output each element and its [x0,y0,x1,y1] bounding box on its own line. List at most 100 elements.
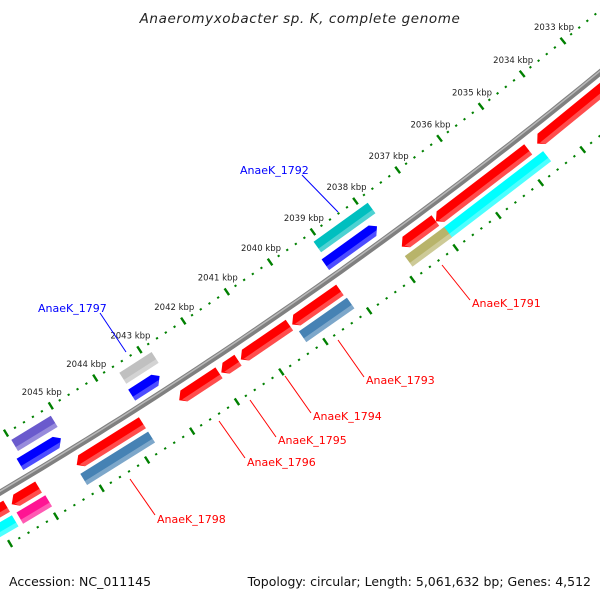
gene-body [441,151,552,240]
minor-tick [251,272,255,276]
gene-label-1791[interactable]: AnaeK_1791 [472,297,541,310]
gene-shading [224,361,242,374]
gene-feature [80,431,155,485]
minor-tick [463,117,466,121]
gene-feature [441,151,552,240]
minor-tick [319,224,323,228]
gene-shading [438,151,533,222]
gene-shading [318,209,376,253]
gene-shading [446,157,552,240]
minor-tick [91,492,95,496]
minor-tick [471,233,475,237]
minor-tick [302,236,306,240]
gene-label-1792[interactable]: AnaeK_1792 [240,164,309,177]
gene-shading [0,507,10,518]
gene-feature [128,374,160,401]
gene-label-1796[interactable]: AnaeK_1796 [247,456,316,469]
minor-tick [36,525,40,529]
major-tick [352,197,359,206]
gene-feature [404,227,452,267]
minor-tick [40,409,44,413]
minor-tick [496,91,500,95]
gene-body [313,202,376,253]
gene-body [16,436,61,470]
minor-tick [164,331,168,334]
ruler: 2033 kbp 2034 kbp 2035 kbp 2036 kbp 2037 kbp… [2,5,600,548]
gene-feature [119,352,159,384]
minor-tick [569,32,573,36]
minor-tick [393,290,397,294]
minor-tick [487,98,491,102]
gene-body [292,284,344,326]
minor-tick [564,161,568,165]
minor-tick [109,481,113,485]
minor-tick [242,278,246,282]
tick-label: 2041 kbp [198,274,238,284]
minor-tick [528,65,532,69]
minor-tick [445,252,449,256]
minor-tick [379,181,383,184]
minor-tick [513,200,517,204]
minor-tick [154,452,158,456]
gene-shading [540,93,600,144]
major-tick [537,178,545,187]
tick-label: 2036 kbp [410,120,450,130]
minor-tick [341,327,345,331]
gene-feature [16,495,52,524]
gene-label-1797[interactable]: AnaeK_1797 [38,302,107,315]
gene-feature [11,415,58,451]
minor-tick [370,187,374,191]
minor-tick [337,211,340,215]
minor-tick [67,393,71,397]
gene-label-1793[interactable]: AnaeK_1793 [366,374,435,387]
gene-label-1794[interactable]: AnaeK_1794 [313,410,382,423]
leader-line [249,399,277,438]
minor-tick [294,242,298,246]
minor-tick [226,406,230,410]
gene-label-1798[interactable]: AnaeK_1798 [157,513,226,526]
minor-tick [421,149,425,153]
gene-feature [401,215,440,248]
tick-label: 2043 kbp [110,332,150,342]
minor-tick [522,194,526,198]
minor-tick [31,415,35,419]
gene-feature [179,367,223,402]
gene-label-1795[interactable]: AnaeK_1795 [278,434,347,447]
tick-label: 2038 kbp [326,183,366,193]
minor-tick [76,387,79,391]
tick-label: 2037 kbp [369,152,409,162]
minor-tick [208,417,212,421]
gene-shading [20,442,60,470]
tick-label: 2034 kbp [493,56,533,66]
minor-tick [199,307,203,311]
minor-tick [530,187,534,191]
minor-tick [505,207,509,211]
leader-line [337,339,365,378]
minor-tick [82,498,85,501]
tick-label: 2045 kbp [22,388,62,398]
minor-tick [163,447,167,450]
gene-shading [303,304,355,343]
gene-shading [84,438,155,485]
gene-shading [15,423,58,451]
minor-tick [328,218,332,222]
minor-tick [155,336,159,340]
minor-tick [45,520,49,524]
tick-label: 2035 kbp [452,88,492,98]
minor-tick [271,376,274,380]
minor-tick [454,124,458,128]
major-tick [143,455,151,465]
major-tick [52,512,60,521]
leader-line [218,420,246,459]
minor-tick [362,193,366,197]
gene-feature [0,500,10,518]
gene-shading [123,359,159,384]
minor-tick [315,346,319,350]
minor-tick [350,321,354,325]
minor-tick [84,382,88,386]
major-tick [233,397,241,406]
gene-feature [11,481,42,506]
leader-line [284,375,312,414]
major-tick [189,427,196,436]
